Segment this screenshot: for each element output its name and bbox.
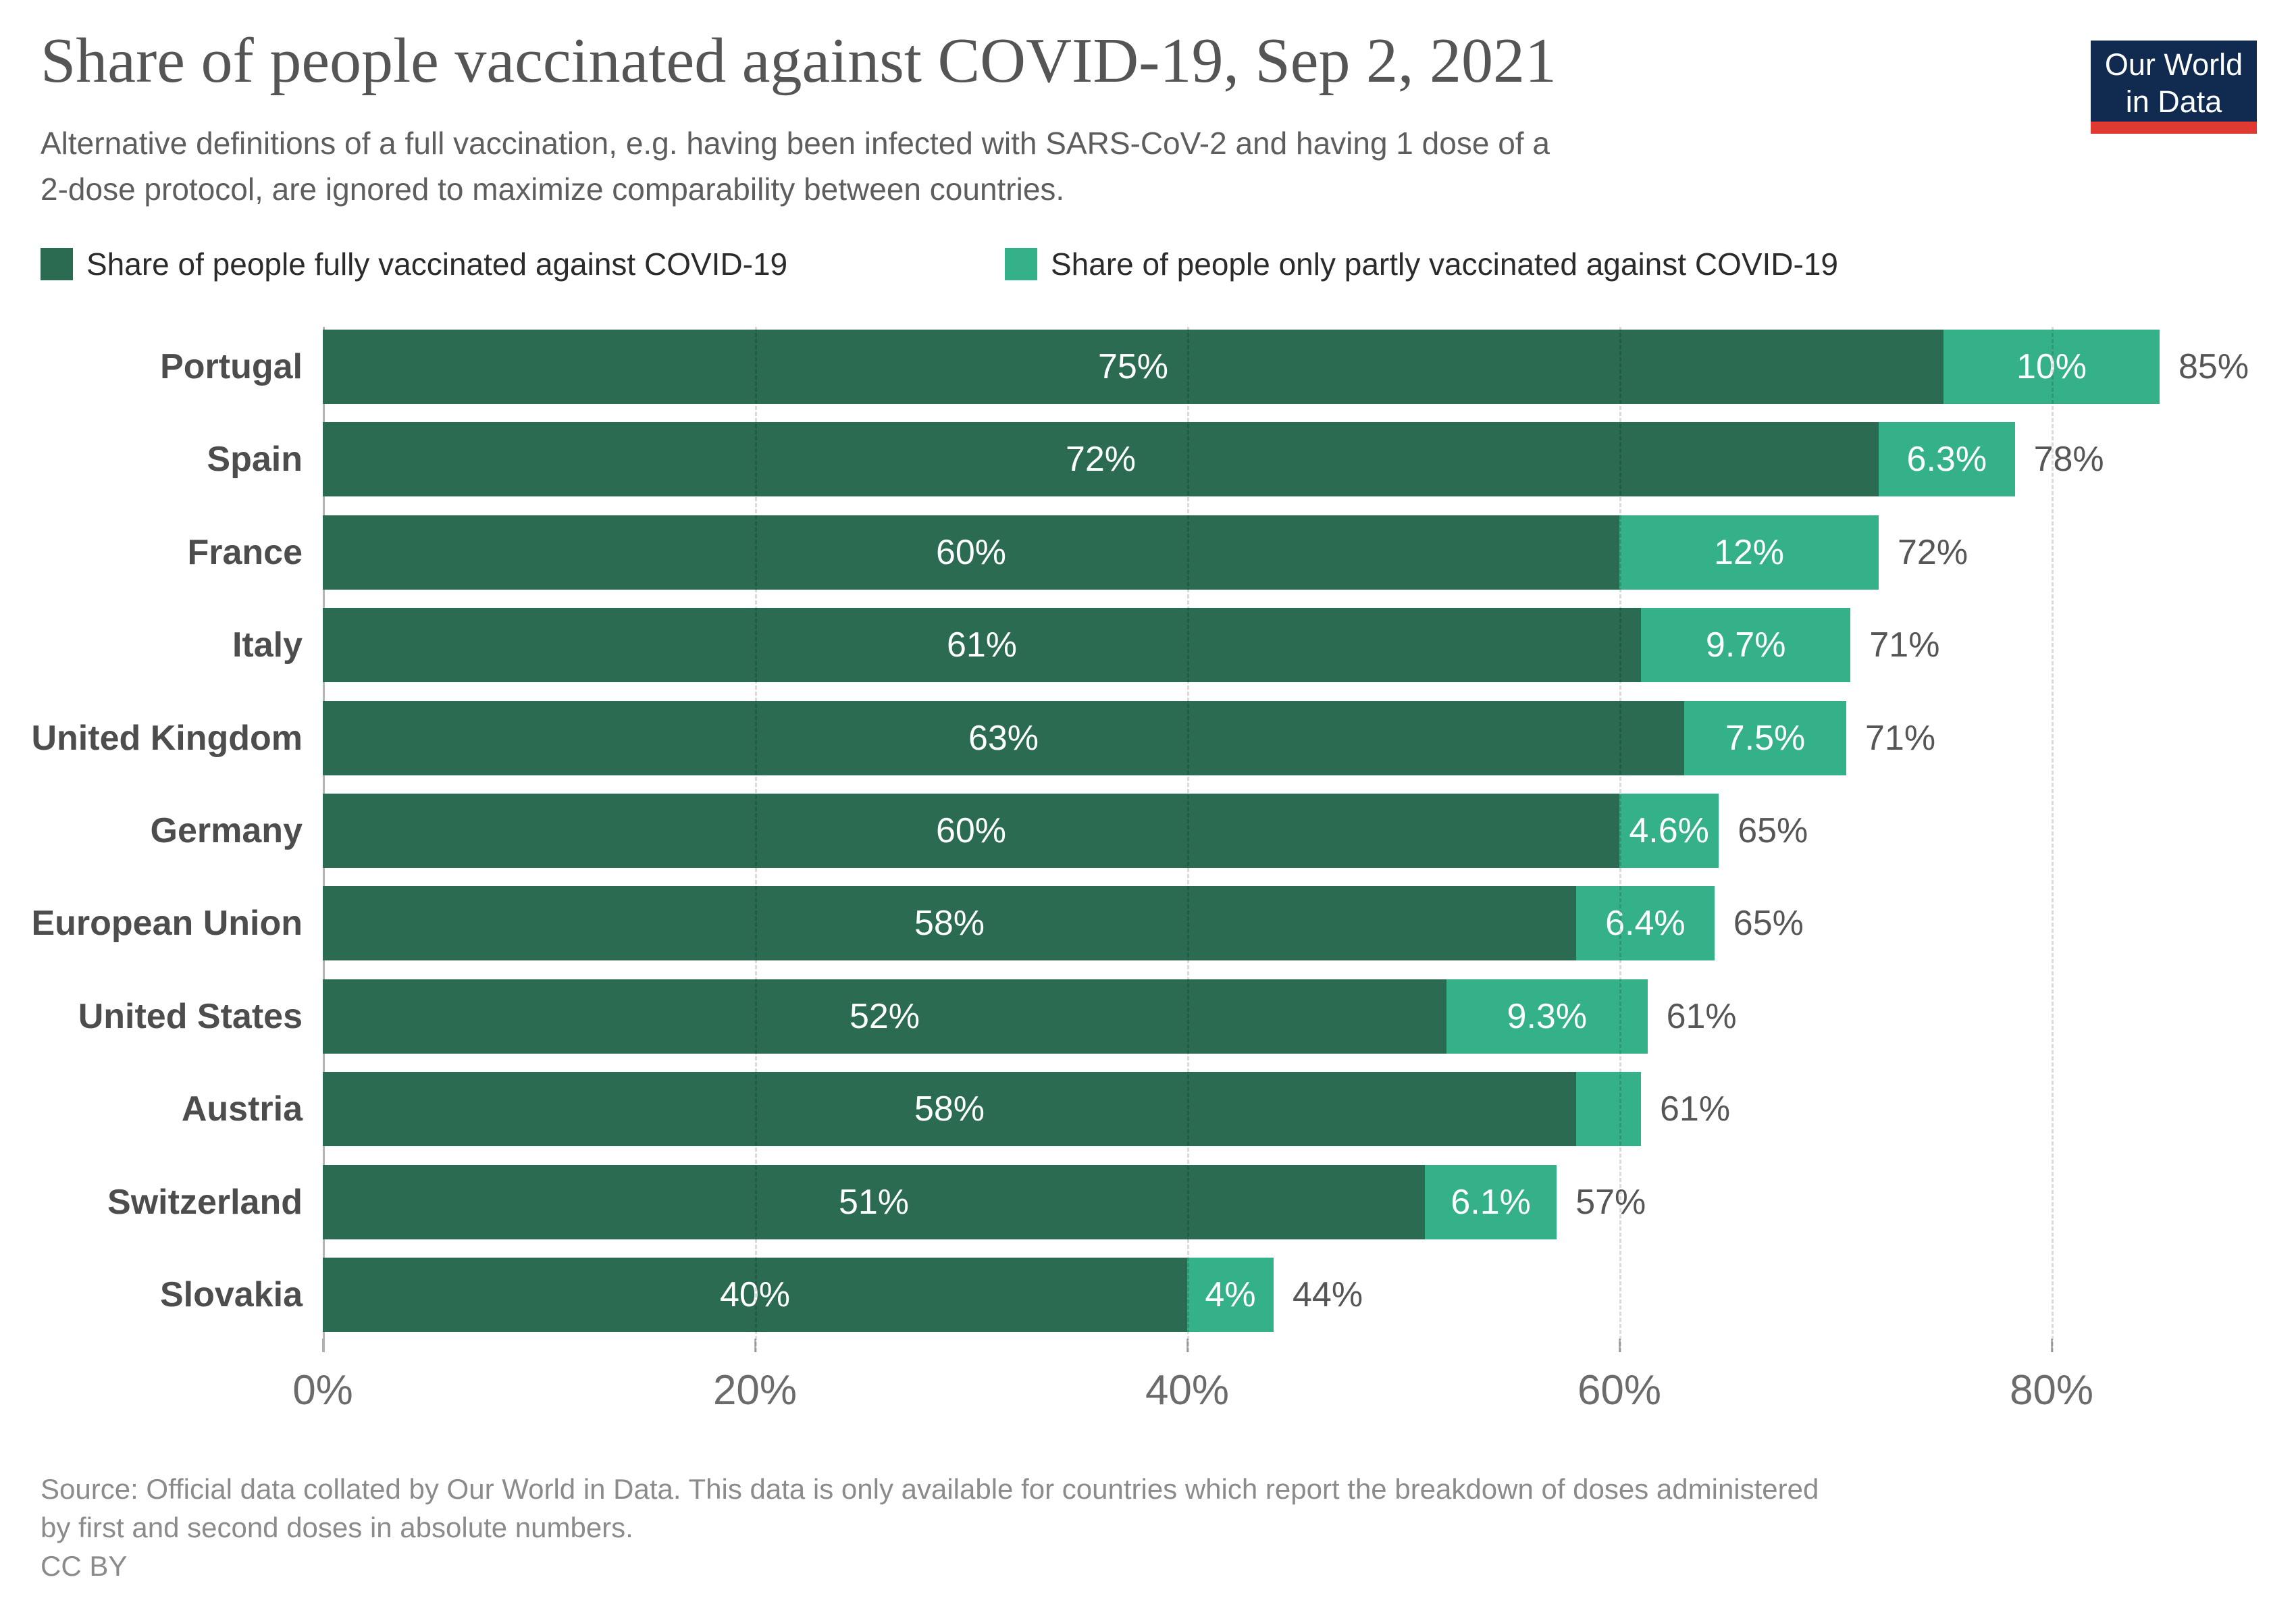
source-note: Source: Official data collated by Our Wo… — [41, 1470, 1819, 1585]
axis-tick-label: 60% — [1577, 1367, 1662, 1414]
gridline — [1187, 327, 1189, 1352]
bar-value-label: 12% — [1713, 532, 1785, 572]
axis-tick — [322, 1339, 324, 1352]
bar-value-label: 72% — [1065, 440, 1137, 480]
bar-value-label: 58% — [914, 1089, 985, 1129]
bar-segment-fully[interactable]: 40% — [323, 1258, 1187, 1332]
country-label: Italy — [232, 625, 303, 665]
country-label: United Kingdom — [31, 718, 303, 758]
country-label: Slovakia — [159, 1275, 303, 1314]
chart-subtitle: Alternative definitions of a full vaccin… — [41, 120, 1550, 212]
bar-value-label: 60% — [935, 811, 1007, 850]
bar-segment-fully[interactable]: 63% — [323, 700, 1684, 775]
bar-segment-fully[interactable]: 75% — [323, 330, 1943, 404]
country-label: United States — [78, 996, 303, 1036]
country-label: Switzerland — [107, 1182, 303, 1222]
bar-segment-partly[interactable]: 4% — [1187, 1258, 1274, 1332]
bar-total-label: 65% — [1738, 811, 1808, 850]
bar-total-label: 78% — [2033, 440, 2104, 480]
bar-segment-fully[interactable]: 58% — [323, 886, 1576, 961]
source-line: Source: Official data collated by Our Wo… — [41, 1473, 1819, 1505]
bar-segment-partly[interactable]: 10% — [1943, 330, 2160, 404]
bar-value-label: 63% — [968, 718, 1039, 758]
bar-value-label: 9.3% — [1507, 996, 1588, 1036]
bar-segment-partly[interactable] — [1576, 1072, 1641, 1147]
legend-item-partly: Share of people only partly vaccinated a… — [1005, 247, 1838, 282]
bar-value-label: 7.5% — [1725, 718, 1806, 758]
bar-value-label: 6.4% — [1605, 904, 1686, 944]
legend-swatch-fully — [41, 248, 73, 280]
bar-segment-partly[interactable]: 6.1% — [1425, 1164, 1557, 1239]
bar-total-label: 71% — [1869, 625, 1940, 665]
bar-total-label: 65% — [1733, 904, 1804, 944]
bar-segment-partly[interactable]: 7.5% — [1684, 700, 1846, 775]
axis-tick — [1619, 1339, 1621, 1352]
bar-segment-fully[interactable]: 52% — [323, 979, 1446, 1054]
country-label: European Union — [31, 904, 303, 944]
bar-segment-fully[interactable]: 58% — [323, 1072, 1576, 1147]
axis-tick — [754, 1339, 756, 1352]
bar-value-label: 10% — [2016, 347, 2087, 386]
axis-tick — [1186, 1339, 1189, 1352]
bar-value-label: 40% — [719, 1275, 791, 1314]
axis-tick-label: 20% — [712, 1367, 798, 1414]
country-label: Austria — [181, 1089, 303, 1129]
bar-segment-partly[interactable]: 6.4% — [1576, 886, 1715, 961]
bar-value-label: 9.7% — [1705, 625, 1786, 665]
legend-label-partly: Share of people only partly vaccinated a… — [1051, 247, 1838, 282]
bar-total-label: 72% — [1898, 532, 1968, 572]
legend-swatch-partly — [1005, 248, 1037, 280]
source-line: by first and second doses in absolute nu… — [41, 1512, 633, 1543]
axis-tick-label: 0% — [292, 1367, 353, 1414]
bar-value-label: 61% — [946, 625, 1018, 665]
bar-total-label: 57% — [1575, 1182, 1646, 1222]
bar-value-label: 6.1% — [1451, 1182, 1531, 1222]
bar-segment-partly[interactable]: 6.3% — [1879, 422, 2015, 497]
bar-value-label: 4.6% — [1629, 811, 1709, 850]
license-note: CC BY — [41, 1550, 128, 1582]
bar-total-label: 61% — [1666, 996, 1737, 1036]
bar-segment-partly[interactable]: 4.6% — [1619, 794, 1719, 868]
logo-text-line1: Our World — [2104, 47, 2243, 82]
country-label: France — [187, 532, 303, 572]
bar-segment-fully[interactable]: 51% — [323, 1164, 1425, 1239]
bar-total-label: 61% — [1660, 1089, 1731, 1129]
logo-red-bar — [2091, 122, 2257, 134]
gridline — [755, 327, 757, 1352]
chart-title: Share of people vaccinated against COVID… — [41, 26, 1557, 96]
axis-tick-label: 40% — [1145, 1367, 1230, 1414]
bar-value-label: 6.3% — [1906, 440, 1987, 480]
bar-segment-partly[interactable]: 9.7% — [1641, 608, 1851, 683]
bar-value-label: 51% — [838, 1182, 910, 1222]
legend-label-fully: Share of people fully vaccinated against… — [86, 247, 788, 282]
axis-tick-label: 80% — [2009, 1367, 2094, 1414]
bar-chart: 0% 20% 40% 60% 80% Portugal 75% 10% 85% Spain 72% 6… — [0, 323, 2296, 1444]
bar-value-label: 52% — [849, 996, 920, 1036]
bar-segment-fully[interactable]: 61% — [323, 608, 1641, 683]
bar-segment-fully[interactable]: 72% — [323, 422, 1879, 497]
bar-total-label: 71% — [1865, 718, 1936, 758]
bar-total-label: 44% — [1293, 1275, 1363, 1314]
gridline — [2052, 327, 2054, 1352]
bar-value-label: 4% — [1205, 1275, 1256, 1314]
bar-segment-partly[interactable]: 12% — [1619, 515, 1879, 590]
gridline — [1619, 327, 1621, 1352]
bar-segment-fully[interactable]: 60% — [323, 515, 1619, 590]
owid-logo: Our World in Data — [2091, 41, 2257, 134]
bar-segment-partly[interactable]: 9.3% — [1446, 979, 1648, 1054]
axis-tick — [2051, 1339, 2053, 1352]
bar-value-label: 75% — [1097, 347, 1169, 386]
bar-value-label: 58% — [914, 904, 985, 944]
bar-total-label: 85% — [2178, 347, 2249, 386]
country-label: Germany — [150, 811, 303, 850]
legend-item-fully: Share of people fully vaccinated against… — [41, 247, 788, 282]
logo-text-line2: in Data — [2125, 84, 2222, 119]
subtitle-line: Alternative definitions of a full vaccin… — [41, 126, 1550, 161]
bar-segment-fully[interactable]: 60% — [323, 794, 1619, 868]
subtitle-line: 2-dose protocol, are ignored to maximize… — [41, 172, 1065, 207]
country-label: Portugal — [160, 347, 303, 386]
country-label: Spain — [207, 440, 303, 480]
bar-value-label: 60% — [935, 532, 1007, 572]
